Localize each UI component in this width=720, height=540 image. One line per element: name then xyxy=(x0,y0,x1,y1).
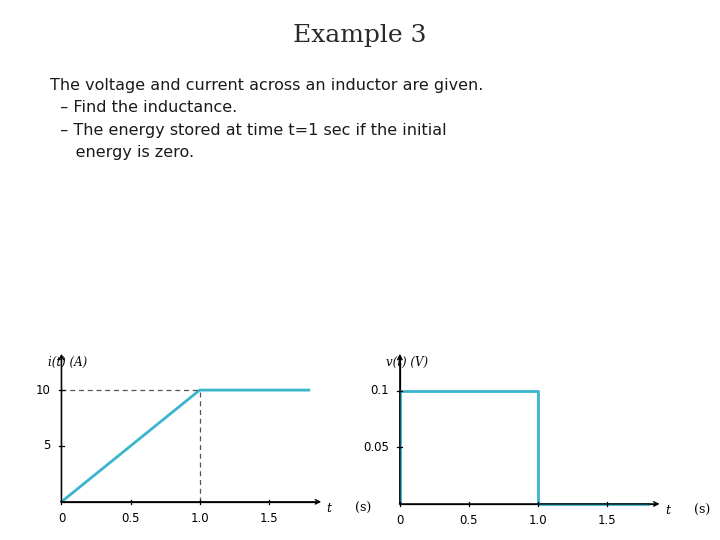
Text: 0: 0 xyxy=(58,511,65,524)
Text: The voltage and current across an inductor are given.
  – Find the inductance.
 : The voltage and current across an induct… xyxy=(50,78,484,160)
Text: 0: 0 xyxy=(396,514,403,526)
Text: (s): (s) xyxy=(351,502,372,515)
Text: v(t) (V): v(t) (V) xyxy=(386,355,428,369)
Text: t: t xyxy=(665,504,670,517)
Text: 5: 5 xyxy=(43,440,50,453)
Text: 0.5: 0.5 xyxy=(121,511,140,524)
Text: 0.05: 0.05 xyxy=(363,441,389,454)
Text: i(t) (A): i(t) (A) xyxy=(48,355,87,368)
Text: 1.0: 1.0 xyxy=(190,511,209,524)
Text: 1.5: 1.5 xyxy=(598,514,616,526)
Text: 1.0: 1.0 xyxy=(528,514,547,526)
Text: 0.5: 0.5 xyxy=(459,514,478,526)
Text: 10: 10 xyxy=(35,383,50,396)
Text: 1.5: 1.5 xyxy=(259,511,278,524)
Text: (s): (s) xyxy=(690,504,710,517)
Text: 0.1: 0.1 xyxy=(370,384,389,397)
Text: Example 3: Example 3 xyxy=(293,24,427,48)
Text: t: t xyxy=(327,502,332,515)
